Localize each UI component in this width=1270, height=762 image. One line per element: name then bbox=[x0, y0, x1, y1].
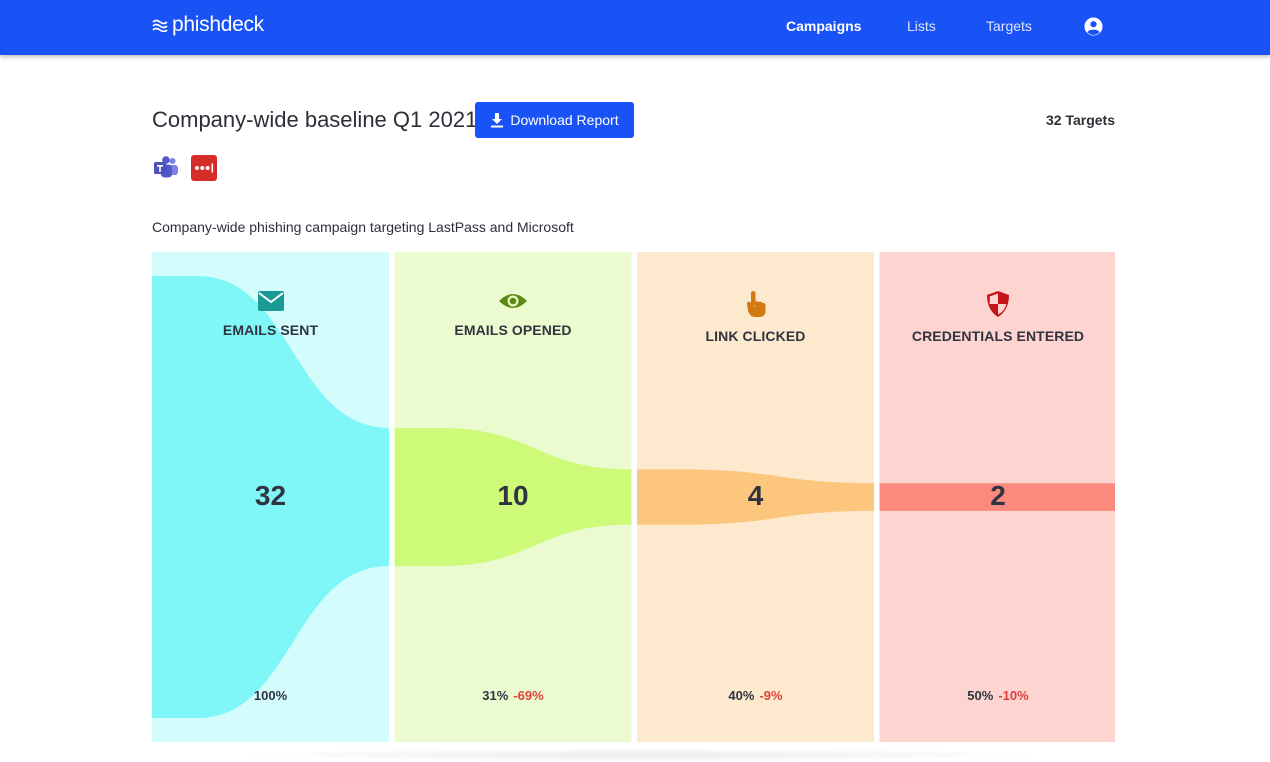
stage-percent: 50% bbox=[967, 688, 994, 703]
stage-footer: 31% -69% bbox=[395, 688, 632, 703]
brand-name: phishdeck bbox=[172, 13, 264, 36]
stage-footer: 50% -10% bbox=[880, 688, 1117, 703]
funnel-band bbox=[394, 427, 632, 567]
stage-credentials-entered: CREDENTIALS ENTERED 2 50% -10% bbox=[880, 252, 1117, 742]
campaign-description: Company-wide phishing campaign targeting… bbox=[152, 219, 574, 235]
nav-targets[interactable]: Targets bbox=[986, 18, 1032, 34]
brand-logo[interactable]: phishdeck bbox=[152, 13, 264, 37]
phishing-funnel: EMAILS SENT 32 100% EMAILS OPENED 10 31%… bbox=[152, 252, 1115, 742]
download-report-button[interactable]: Download Report bbox=[475, 102, 634, 138]
funnel-shadow bbox=[230, 748, 1050, 762]
stage-percent: 40% bbox=[728, 688, 755, 703]
stage-count: 32 bbox=[254, 480, 287, 511]
microsoft-teams-icon bbox=[154, 156, 178, 178]
funnel-chart bbox=[152, 252, 1115, 742]
stage-emails-sent: EMAILS SENT 32 100% bbox=[152, 252, 389, 742]
lastpass-icon bbox=[191, 155, 217, 181]
user-circle-icon[interactable] bbox=[1084, 17, 1103, 36]
stage-label: CREDENTIALS ENTERED bbox=[911, 328, 1085, 344]
targets-count: 32 Targets bbox=[1046, 112, 1115, 128]
stage-delta: -69% bbox=[513, 688, 544, 703]
stage-link-clicked: LINK CLICKED 4 40% -9% bbox=[637, 252, 874, 742]
download-icon bbox=[491, 113, 504, 128]
stage-label: EMAILS SENT bbox=[222, 322, 319, 338]
stage-count: 10 bbox=[497, 480, 529, 511]
funnel-band bbox=[879, 483, 1115, 511]
download-report-label: Download Report bbox=[510, 112, 619, 128]
stage-delta: -10% bbox=[998, 688, 1029, 703]
funnel-band bbox=[637, 469, 874, 525]
stage-label: EMAILS OPENED bbox=[454, 322, 572, 338]
funnel-band bbox=[152, 276, 389, 718]
eye-icon bbox=[499, 294, 527, 308]
waves-icon bbox=[152, 19, 168, 32]
shield-icon bbox=[987, 291, 1009, 317]
nav-campaigns[interactable]: Campaigns bbox=[786, 18, 862, 34]
stage-delta: -9% bbox=[759, 688, 783, 703]
pointer-hand-icon bbox=[746, 291, 765, 317]
stage-percent: 100% bbox=[253, 688, 288, 703]
nav-lists[interactable]: Lists bbox=[907, 18, 936, 34]
top-navbar: phishdeck Campaigns Lists Targets bbox=[0, 0, 1270, 55]
stage-count: 4 bbox=[747, 480, 764, 511]
campaign-title: Company-wide baseline Q1 2021 bbox=[152, 107, 478, 132]
envelope-icon bbox=[257, 291, 284, 311]
stage-emails-opened: EMAILS OPENED 10 31% -69% bbox=[395, 252, 632, 742]
stage-percent: 31% bbox=[482, 688, 509, 703]
stage-label: LINK CLICKED bbox=[705, 328, 806, 344]
stage-footer: 40% -9% bbox=[637, 688, 874, 703]
stage-footer: 100% bbox=[152, 688, 389, 703]
stage-count: 2 bbox=[990, 480, 1006, 511]
